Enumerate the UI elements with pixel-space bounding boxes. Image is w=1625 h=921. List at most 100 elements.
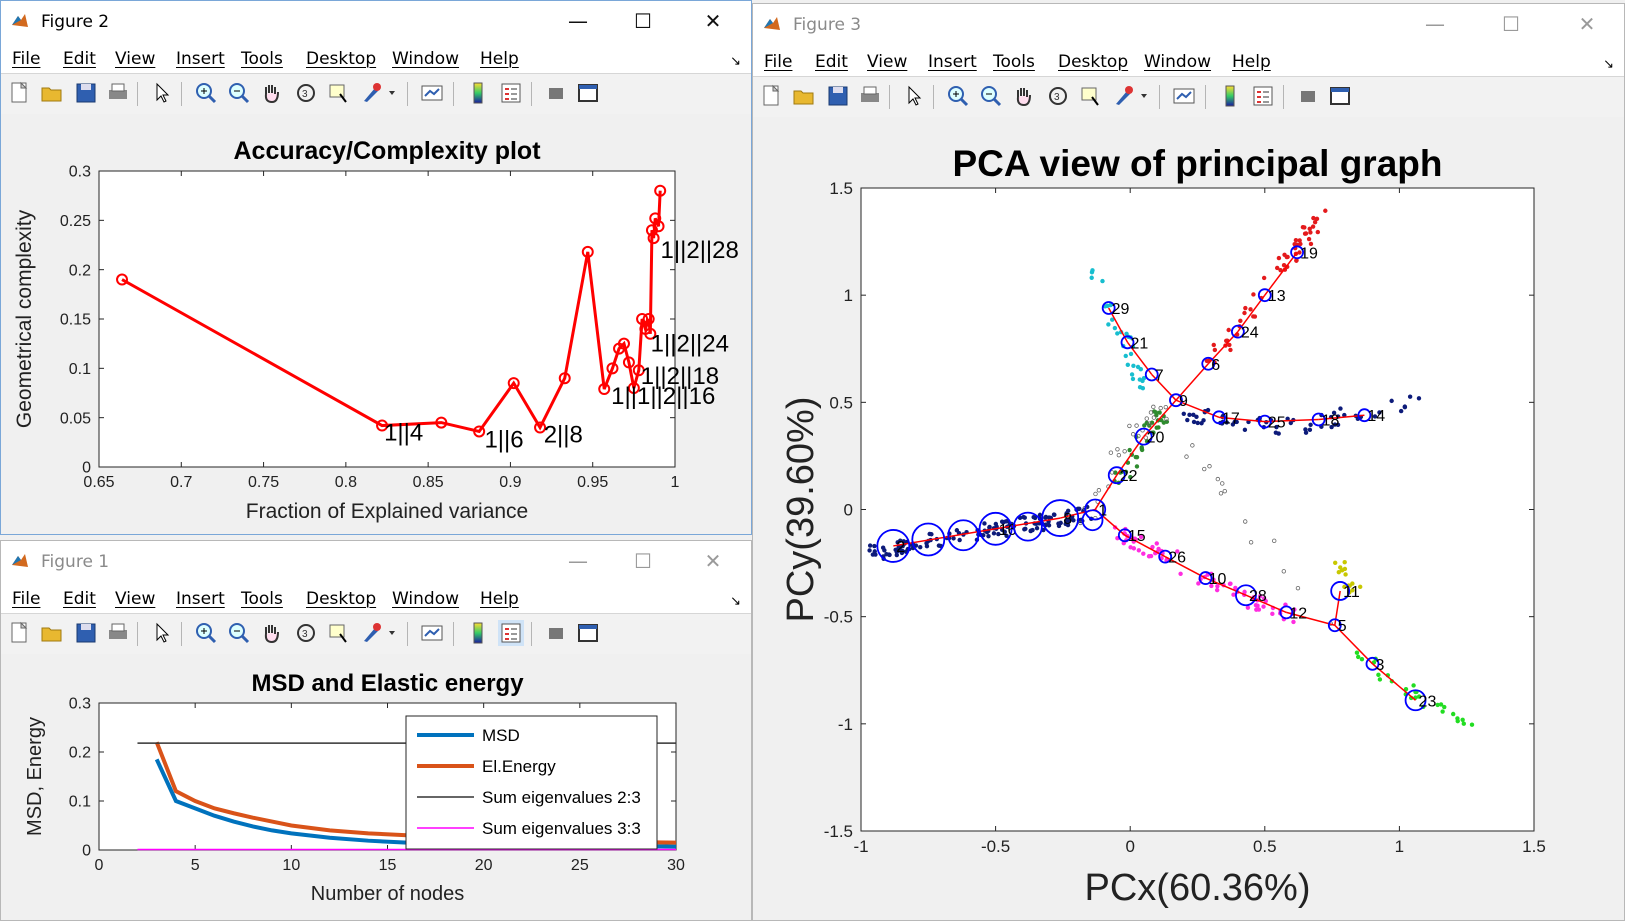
dock-arrow-icon[interactable]: ↘ (730, 53, 741, 68)
menu-window[interactable]: Window (392, 589, 460, 609)
pan-hand-icon[interactable] (259, 80, 285, 106)
new-figure-icon[interactable] (7, 80, 33, 106)
menu-insert[interactable]: Insert (176, 589, 225, 609)
menu-file[interactable]: File (764, 52, 793, 72)
zoom-out-icon[interactable] (978, 83, 1004, 109)
menu-edit[interactable]: Edit (63, 49, 96, 69)
open-file-icon[interactable] (39, 620, 65, 646)
zoom-in-icon[interactable] (945, 83, 971, 109)
close-button[interactable]: ✕ (1578, 12, 1596, 36)
brush-icon[interactable] (359, 80, 385, 106)
menu-insert[interactable]: Insert (176, 49, 225, 69)
menu-edit[interactable]: Edit (63, 589, 96, 609)
figure3-titlebar[interactable]: Figure 3 — ☐ ✕ (753, 4, 1624, 44)
maximize-button[interactable]: ☐ (634, 9, 652, 33)
save-icon[interactable] (825, 83, 851, 109)
hide-tools-icon[interactable] (1295, 83, 1321, 109)
menu-help[interactable]: Help (480, 49, 519, 69)
menu-view[interactable]: View (867, 52, 908, 72)
link-plot-icon[interactable] (1171, 83, 1197, 109)
figure1-titlebar[interactable]: Figure 1 — ☐ ✕ (1, 541, 751, 581)
sample-point (1342, 559, 1347, 565)
dock-figure-icon[interactable] (575, 620, 601, 646)
close-button[interactable]: ✕ (704, 549, 722, 573)
zoom-in-icon[interactable] (193, 620, 219, 646)
dock-figure-icon[interactable] (575, 80, 601, 106)
legend-icon[interactable] (498, 620, 524, 646)
save-icon[interactable] (73, 80, 99, 106)
link-plot-icon[interactable] (419, 80, 445, 106)
sample-point (1064, 510, 1069, 516)
sample-point (1181, 411, 1186, 416)
print-icon[interactable] (857, 83, 883, 109)
figure2-titlebar[interactable]: Figure 2 — ☐ ✕ (1, 1, 751, 41)
maximize-button[interactable]: ☐ (1502, 12, 1520, 36)
link-plot-icon[interactable] (419, 620, 445, 646)
sample-point (1052, 512, 1057, 517)
pan-hand-icon[interactable] (259, 620, 285, 646)
menu-tools[interactable]: Tools (993, 52, 1035, 72)
pan-hand-icon[interactable] (1011, 83, 1037, 109)
menu-desktop[interactable]: Desktop (306, 49, 377, 69)
dock-arrow-icon[interactable]: ↘ (1603, 56, 1614, 71)
data-cursor-icon[interactable] (326, 80, 352, 106)
open-file-icon[interactable] (39, 80, 65, 106)
print-icon[interactable] (105, 80, 131, 106)
save-icon[interactable] (73, 620, 99, 646)
menu-view[interactable]: View (115, 589, 156, 609)
minimize-button[interactable]: — (1425, 12, 1445, 36)
open-file-icon[interactable] (791, 83, 817, 109)
close-button[interactable]: ✕ (704, 9, 722, 33)
dropdown-arrow-icon[interactable] (1139, 83, 1165, 109)
rotate-3d-icon[interactable]: 3 (293, 80, 319, 106)
menu-help[interactable]: Help (480, 589, 519, 609)
sample-point (1270, 611, 1275, 617)
dropdown-arrow-icon[interactable] (387, 620, 413, 646)
menu-help[interactable]: Help (1232, 52, 1271, 72)
data-cursor-icon[interactable] (326, 620, 352, 646)
legend-icon[interactable] (498, 80, 524, 106)
dock-arrow-icon[interactable]: ↘ (730, 593, 741, 608)
zoom-out-icon[interactable] (226, 620, 252, 646)
menu-view[interactable]: View (115, 49, 156, 69)
pointer-icon[interactable] (149, 620, 175, 646)
colorbar-icon[interactable] (465, 620, 491, 646)
print-icon[interactable] (105, 620, 131, 646)
zoom-out-icon[interactable] (226, 80, 252, 106)
menu-desktop[interactable]: Desktop (306, 589, 377, 609)
sample-point (1129, 372, 1135, 377)
menu-tools[interactable]: Tools (241, 589, 283, 609)
data-point (652, 220, 665, 233)
menu-file[interactable]: File (12, 49, 41, 69)
maximize-button[interactable]: ☐ (634, 549, 652, 573)
colorbar-icon[interactable] (465, 80, 491, 106)
menu-window[interactable]: Window (392, 49, 460, 69)
new-figure-icon[interactable] (7, 620, 33, 646)
pointer-icon[interactable] (901, 83, 927, 109)
menu-file[interactable]: File (12, 589, 41, 609)
data-cursor-icon[interactable] (1078, 83, 1104, 109)
legend-icon[interactable] (1250, 83, 1276, 109)
brush-icon[interactable] (1111, 83, 1137, 109)
dock-figure-icon[interactable] (1327, 83, 1353, 109)
menu-tools[interactable]: Tools (241, 49, 283, 69)
dropdown-arrow-icon[interactable] (387, 80, 413, 106)
menu-edit[interactable]: Edit (815, 52, 848, 72)
rotate-3d-icon[interactable]: 3 (293, 620, 319, 646)
sample-point (1151, 415, 1157, 420)
rotate-3d-icon[interactable]: 3 (1045, 83, 1071, 109)
minimize-button[interactable]: — (568, 549, 588, 573)
new-figure-icon[interactable] (759, 83, 785, 109)
hide-tools-icon[interactable] (543, 620, 569, 646)
pointer-icon[interactable] (149, 80, 175, 106)
minimize-button[interactable]: — (568, 9, 588, 33)
zoom-in-icon[interactable] (193, 80, 219, 106)
toolbar-separator (181, 82, 182, 106)
hide-tools-icon[interactable] (543, 80, 569, 106)
menu-insert[interactable]: Insert (928, 52, 977, 72)
brush-icon[interactable] (359, 620, 385, 646)
menu-desktop[interactable]: Desktop (1058, 52, 1129, 72)
menu-window[interactable]: Window (1144, 52, 1212, 72)
colorbar-icon[interactable] (1217, 83, 1243, 109)
sample-point (1281, 262, 1287, 268)
